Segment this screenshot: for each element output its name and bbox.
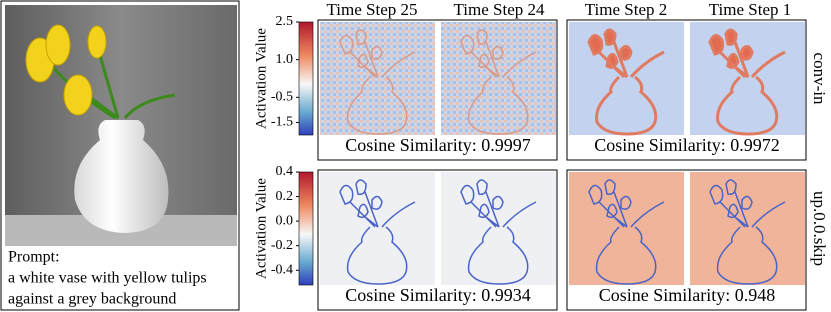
heatmap-outline — [339, 179, 416, 285]
photo-panel: Prompt: a white vase with yellow tulips … — [0, 0, 240, 311]
stem-outline — [349, 41, 416, 78]
column-header: Time Step 25 — [326, 0, 417, 19]
cosine-similarity: Cosine Similarity: 0.9972 — [594, 135, 780, 155]
cosine-similarity: Cosine Similarity: 0.9934 — [345, 285, 531, 305]
row-label: conv-in — [810, 53, 829, 105]
flower-outline — [588, 179, 632, 219]
stem-outline — [349, 191, 416, 228]
colorbar-tick-label: 2.5 — [276, 14, 294, 29]
flower-outline — [339, 29, 383, 69]
column-header: Time Step 24 — [453, 0, 545, 19]
heatmap-outline — [460, 29, 537, 135]
stem-outline — [597, 41, 665, 79]
prompt-label: Prompt: — [8, 249, 60, 266]
flower-outline — [460, 179, 504, 219]
vase-outline — [595, 75, 658, 136]
stem-outline — [470, 191, 537, 228]
cosine-similarity: Cosine Similarity: 0.9997 — [345, 135, 531, 155]
heatmap-outline — [587, 28, 665, 136]
vase-outline — [346, 76, 408, 135]
colorbar-tick-label: 0.4 — [276, 164, 294, 179]
vase-outline — [716, 226, 778, 285]
flower-outline — [460, 29, 504, 69]
colorbar-tick-label: 1.0 — [276, 52, 294, 67]
colorbar-tick-label: -1.5 — [271, 115, 293, 130]
colorbar — [298, 21, 314, 136]
prompt-text: against a grey background — [8, 291, 176, 308]
vase-outline — [595, 226, 657, 285]
colorbar-tick-label: -0.4 — [271, 262, 293, 277]
heatmap — [690, 22, 805, 135]
heatmap — [441, 172, 556, 285]
colorbar-tick-label: -0.5 — [271, 90, 293, 105]
heatmap-outline — [339, 29, 416, 135]
vase-outline — [467, 76, 529, 135]
vase-outline — [467, 226, 529, 285]
heatmap — [569, 22, 684, 135]
heatmap — [690, 172, 805, 285]
heatmap-outline — [709, 179, 786, 285]
colorbar-tick-label: -0.2 — [271, 238, 293, 253]
flower-outline — [708, 28, 754, 69]
heatmap — [441, 22, 556, 135]
heatmap — [320, 22, 435, 135]
prompt-text: a white vase with yellow tulips — [8, 270, 207, 287]
colorbar-title: Activation Value — [253, 178, 269, 279]
flower-outline — [339, 179, 383, 219]
colorbar-tick-label: 0.0 — [276, 213, 294, 228]
stem-outline — [718, 41, 786, 79]
heatmap-outline — [460, 179, 537, 285]
vase-outline — [716, 75, 779, 136]
heatmap-outline — [708, 28, 786, 136]
flower-outline — [709, 179, 753, 219]
colorbar-tick-label: 0.2 — [276, 189, 294, 204]
stem-outline — [598, 191, 665, 228]
colorbar-title: Activation Value — [253, 28, 269, 129]
heatmap-outline — [588, 179, 665, 285]
stem-outline — [719, 191, 786, 228]
flower-outline — [587, 28, 633, 69]
column-header: Time Step 1 — [709, 0, 792, 19]
row-label: up.0.0.skip — [810, 191, 829, 266]
stem-outline — [470, 41, 537, 78]
vase-outline — [346, 226, 408, 285]
colorbar — [298, 171, 314, 286]
cosine-similarity: Cosine Similarity: 0.948 — [599, 285, 776, 305]
heatmap — [320, 172, 435, 285]
column-header: Time Step 2 — [585, 0, 668, 19]
heatmap — [569, 172, 684, 285]
